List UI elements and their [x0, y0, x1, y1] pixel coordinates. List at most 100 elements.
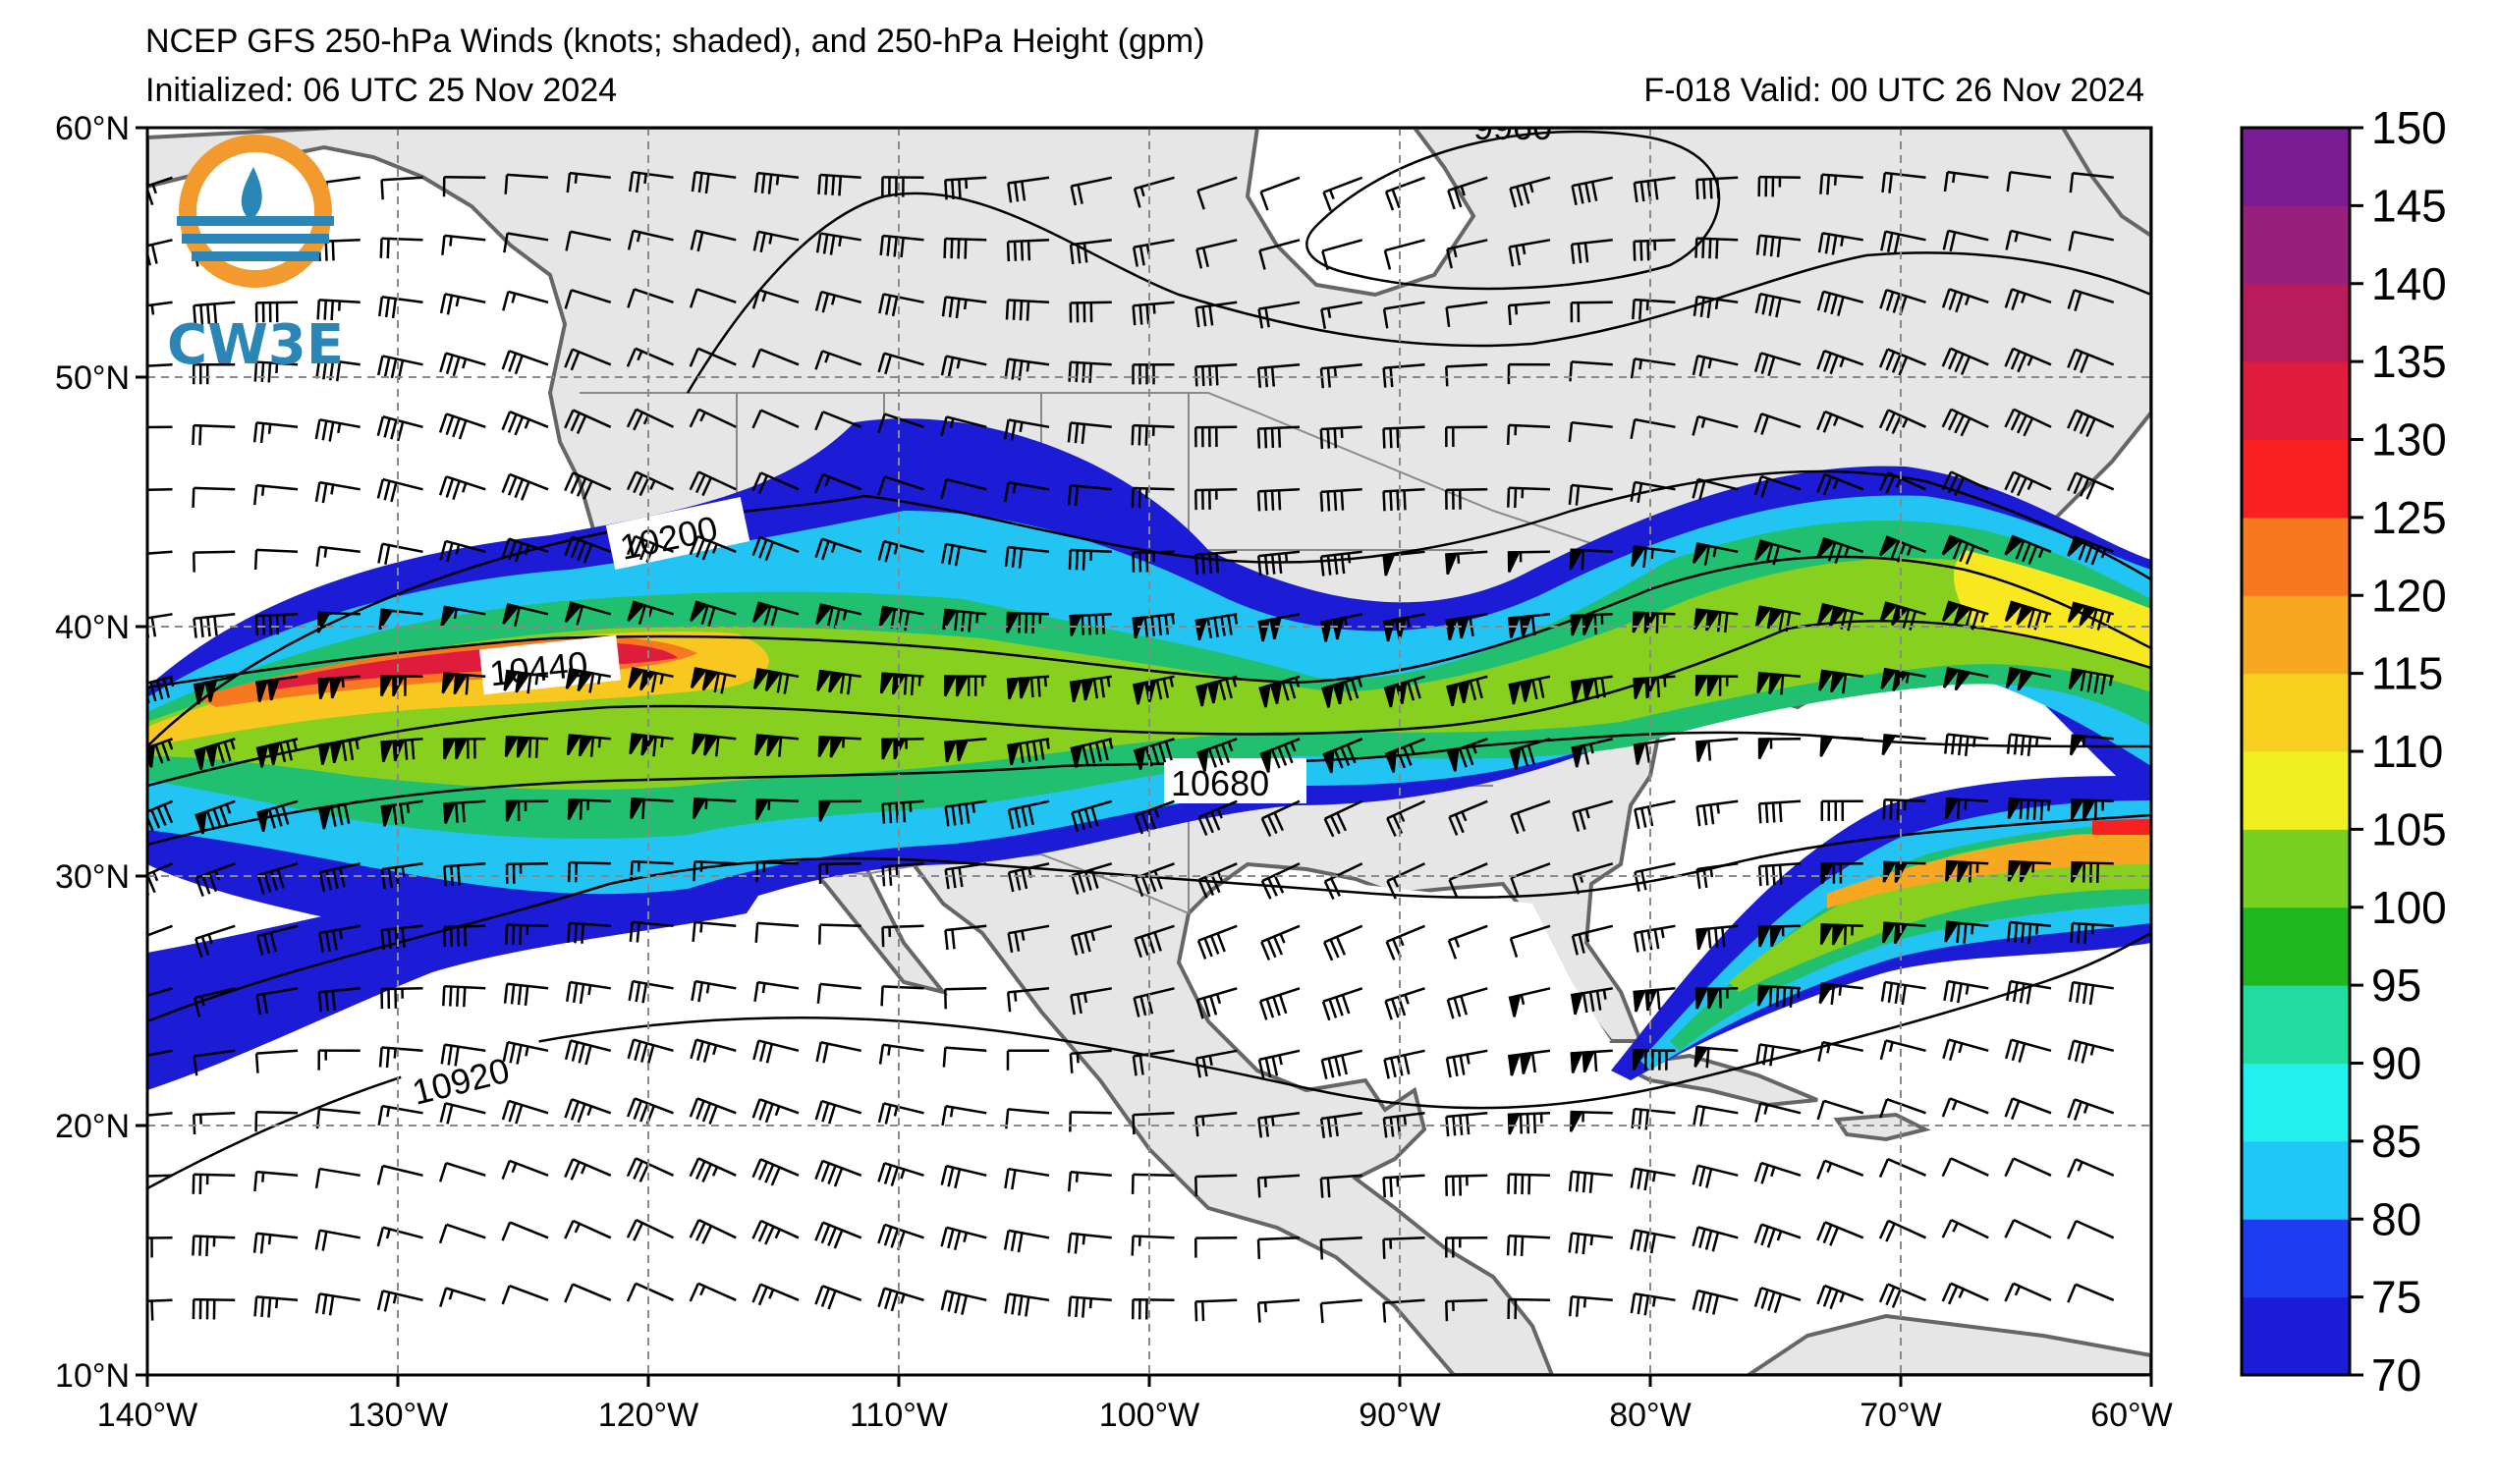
wind-barb — [1693, 295, 1739, 318]
wind-barb — [751, 601, 800, 628]
barb-flag — [324, 241, 328, 261]
barb-half-flag — [338, 929, 344, 940]
barb-flag — [2082, 862, 2086, 883]
barb-flag — [570, 1161, 581, 1181]
barb-shaft — [1446, 363, 1488, 368]
barb-flag — [753, 981, 759, 1003]
wind-barb — [692, 797, 737, 820]
wind-barb — [1692, 1226, 1739, 1252]
wind-barb — [1067, 421, 1112, 444]
wind-barb — [501, 1285, 549, 1305]
barb-flag — [2017, 476, 2027, 497]
wind-barb — [2068, 668, 2114, 695]
lat-label-30n: 30°N — [55, 858, 130, 896]
map-title: NCEP GFS 250-hPa Winds (knots; shaded), … — [145, 23, 1205, 60]
barb-flag — [1131, 1236, 1135, 1256]
wind-barb — [1568, 1232, 1613, 1255]
barb-shaft — [1822, 290, 1864, 304]
barb-flag — [315, 546, 321, 567]
barb-flag — [570, 351, 581, 371]
barb-flag — [1138, 246, 1145, 266]
barb-flag — [314, 1168, 321, 1188]
wind-barb — [1633, 675, 1676, 699]
wind-barb — [627, 1038, 674, 1065]
colorbar-segment — [2242, 1063, 2350, 1142]
barb-half-flag — [1714, 299, 1719, 309]
barb-flag — [1702, 867, 1708, 889]
barb-flag — [150, 1300, 154, 1321]
barb-flag — [564, 1284, 575, 1303]
barb-half-flag — [275, 1298, 279, 1309]
barb-half-flag — [1082, 1235, 1086, 1245]
wind-barb — [1942, 600, 1989, 631]
wind-barb — [2067, 1098, 2115, 1121]
wind-barb — [256, 799, 299, 833]
barb-half-flag — [511, 293, 517, 303]
barb-flag — [1955, 293, 1964, 313]
barb-flag — [1445, 306, 1451, 328]
barb-flag — [701, 1102, 712, 1123]
wind-barb — [2067, 1158, 2115, 1179]
barb-half-flag — [337, 301, 342, 311]
wind-barb — [317, 987, 361, 1013]
barb-pennant — [1194, 617, 1208, 641]
barb-shaft — [1008, 1108, 1050, 1115]
wind-barb — [2006, 171, 2052, 192]
barb-flag — [1767, 1292, 1776, 1311]
wind-barb — [1194, 1237, 1238, 1258]
wind-barb — [1816, 1284, 1864, 1310]
wind-barb — [1259, 738, 1301, 773]
wind-barb — [564, 535, 612, 564]
barb-flag — [571, 1041, 580, 1062]
wind-barb — [1818, 982, 1863, 1005]
wind-barb — [501, 472, 549, 501]
barb-flag — [1698, 480, 1706, 501]
barb-flag — [940, 1165, 948, 1185]
barb-pennant — [1819, 923, 1834, 946]
wind-barb — [1941, 347, 1989, 375]
barb-flag — [584, 1045, 592, 1066]
barb-flag — [1822, 1288, 1833, 1307]
barb-flag — [883, 1226, 893, 1246]
wind-barb — [1695, 738, 1739, 762]
barb-flag — [132, 1058, 136, 1077]
barb-flag — [1570, 244, 1576, 264]
wind-barb — [253, 548, 299, 570]
barb-flag — [154, 743, 164, 764]
barb-flag — [815, 1042, 822, 1063]
barb-flag — [1578, 184, 1584, 204]
barb-flag — [1816, 350, 1826, 370]
barb-flag — [638, 1163, 650, 1182]
wind-barb — [1819, 923, 1863, 946]
wind-barb — [377, 542, 423, 565]
barb-pennant — [1507, 551, 1522, 574]
barb-pennant — [442, 738, 457, 760]
barb-flag — [1508, 247, 1515, 267]
barb-flag — [514, 355, 524, 375]
barb-flag — [1323, 880, 1335, 901]
wind-barb — [1633, 1049, 1676, 1072]
barb-pennant — [1457, 680, 1471, 704]
barb-flag — [2004, 1039, 2013, 1060]
wind-barb — [255, 675, 299, 702]
barb-flag — [626, 409, 638, 428]
barb-flag — [259, 422, 265, 444]
barb-flag — [1507, 1174, 1511, 1194]
wind-barb — [1757, 175, 1802, 197]
barb-flag — [510, 984, 516, 1005]
barb-shaft — [1571, 483, 1613, 491]
barb-flag — [147, 186, 154, 205]
barb-flag — [877, 353, 886, 373]
barb-flag — [447, 1045, 453, 1066]
barb-flag — [1004, 358, 1010, 379]
wind-barb — [943, 237, 987, 259]
wind-barb — [1447, 176, 1488, 210]
barb-flag — [884, 1290, 893, 1310]
barb-flag — [751, 289, 761, 309]
barb-flag — [708, 1105, 718, 1126]
wind-barb — [1944, 797, 1989, 820]
barb-flag — [1637, 1169, 1643, 1189]
barb-pennant — [577, 670, 594, 691]
barb-half-flag — [580, 1164, 587, 1175]
barb-flag — [814, 1222, 824, 1241]
